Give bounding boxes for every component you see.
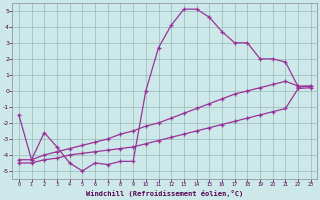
X-axis label: Windchill (Refroidissement éolien,°C): Windchill (Refroidissement éolien,°C): [86, 190, 244, 197]
